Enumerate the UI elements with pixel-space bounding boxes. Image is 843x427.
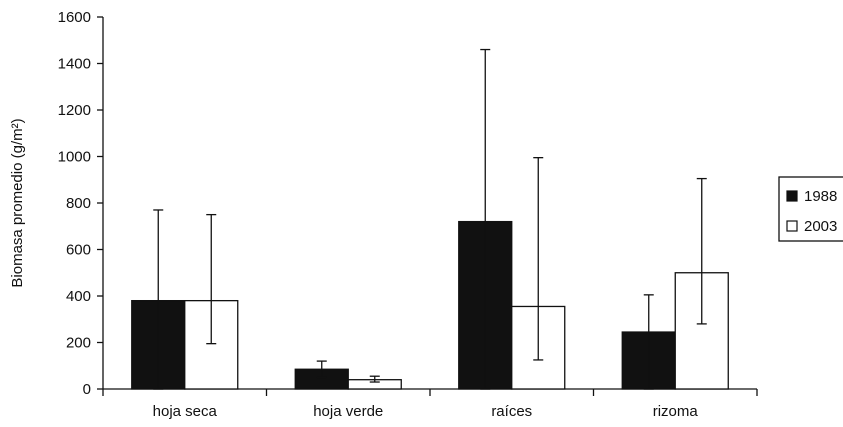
legend-label-1988: 1988	[804, 188, 837, 205]
y-axis-title: Biomasa promedio (g/m²)	[9, 118, 26, 287]
legend-swatch-2003	[787, 221, 797, 231]
legend-label-2003: 2003	[804, 218, 837, 235]
y-tick-label: 400	[66, 288, 91, 305]
x-category-label: raíces	[491, 403, 532, 420]
y-tick-label: 200	[66, 335, 91, 352]
y-tick-label: 600	[66, 242, 91, 259]
legend-swatch-1988	[787, 191, 797, 201]
y-tick-label: 0	[83, 381, 91, 398]
y-tick-label: 1000	[58, 149, 91, 166]
x-category-label: hoja seca	[153, 403, 218, 420]
y-tick-label: 800	[66, 195, 91, 212]
y-tick-label: 1600	[58, 9, 91, 26]
chart-legend: 1988 2003	[779, 177, 843, 241]
y-tick-label: 1400	[58, 56, 91, 73]
x-category-label: hoja verde	[313, 403, 383, 420]
chart-bars	[132, 222, 729, 389]
x-category-label: rizoma	[653, 403, 699, 420]
y-tick-label: 1200	[58, 102, 91, 119]
